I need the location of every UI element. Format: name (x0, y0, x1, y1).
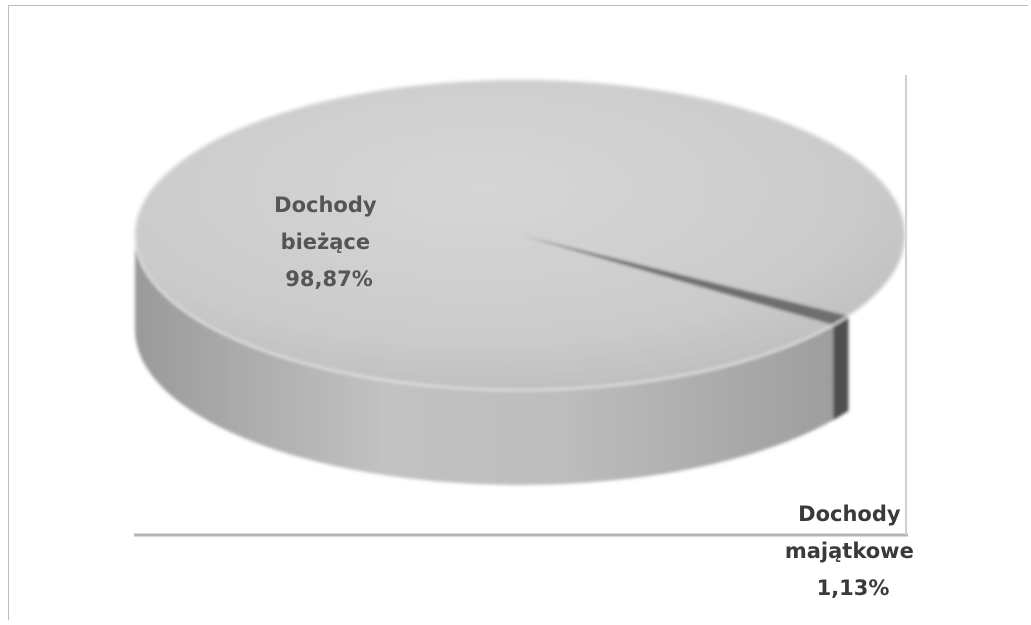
slice-label-dochody-biezace: Dochody bieżące 98,87% (274, 193, 384, 291)
slice-label-line: bieżące (281, 230, 371, 254)
slice-side-dochody-biezace (135, 235, 849, 486)
pie-top-rim (134, 79, 906, 391)
slice-label-dochody-majatkowe: Dochody majątkowe 1,13% (785, 502, 921, 600)
slice-dochody-biezace (135, 79, 906, 390)
chart-frame (8, 5, 1028, 620)
slice-label-line: majątkowe (785, 539, 914, 563)
slice-dochody-majatkowe (520, 235, 849, 326)
pie (134, 79, 906, 486)
slice-label-line: Dochody (274, 193, 377, 217)
slice-label-line: Dochody (798, 502, 901, 526)
slice-side-dochody-majatkowe (833, 315, 849, 421)
slice-label-line: 98,87% (285, 267, 372, 291)
slice-label-line: 1,13% (817, 576, 890, 600)
